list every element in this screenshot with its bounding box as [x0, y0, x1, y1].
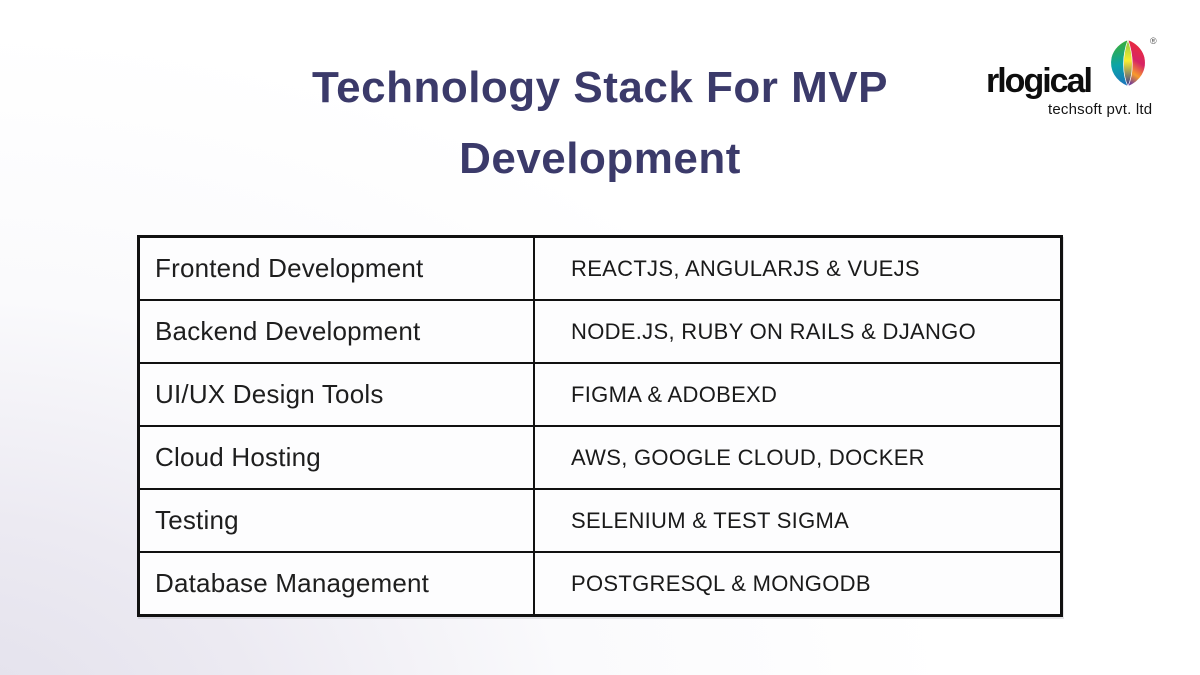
page-title-line2: Development — [459, 134, 741, 183]
row-technologies: FIGMA & ADOBEXD — [571, 381, 778, 407]
page-title: Technology Stack For MVP Development — [0, 52, 1200, 194]
table-row: Frontend Development REACTJS, ANGULARJS … — [140, 238, 1060, 299]
row-category: Testing — [140, 490, 535, 551]
row-technologies: POSTGRESQL & MONGODB — [571, 570, 871, 596]
row-category: UI/UX Design Tools — [140, 364, 535, 425]
table-row: UI/UX Design Tools FIGMA & ADOBEXD — [140, 362, 1060, 425]
registered-trademark-icon: ® — [1150, 36, 1157, 46]
row-category: Backend Development — [140, 301, 535, 362]
logo-subtext: techsoft pvt. ltd — [1048, 101, 1153, 118]
table-row: Backend Development NODE.JS, RUBY ON RAI… — [140, 299, 1060, 362]
table-row: Cloud Hosting AWS, GOOGLE CLOUD, DOCKER — [140, 425, 1060, 488]
row-technologies: SELENIUM & TEST SIGMA — [571, 507, 850, 533]
row-category: Frontend Development — [140, 238, 535, 299]
table-row: Database Management POSTGRESQL & MONGODB — [140, 551, 1060, 614]
row-technologies: AWS, GOOGLE CLOUD, DOCKER — [571, 444, 925, 470]
company-logo: rlogical techsoft pvt. ltd — [978, 36, 1164, 126]
logo-wordmark: rlogical — [986, 62, 1093, 100]
row-category: Cloud Hosting — [140, 427, 535, 488]
rlogical-leaf-icon — [1106, 38, 1150, 90]
row-technologies: REACTJS, ANGULARJS & VUEJS — [571, 255, 920, 281]
page-title-line1: Technology Stack For MVP — [312, 63, 888, 112]
technology-stack-table: Frontend Development REACTJS, ANGULARJS … — [137, 235, 1063, 617]
row-category: Database Management — [140, 553, 535, 614]
row-technologies: NODE.JS, RUBY ON RAILS & DJANGO — [571, 318, 976, 344]
table-row: Testing SELENIUM & TEST SIGMA — [140, 488, 1060, 551]
